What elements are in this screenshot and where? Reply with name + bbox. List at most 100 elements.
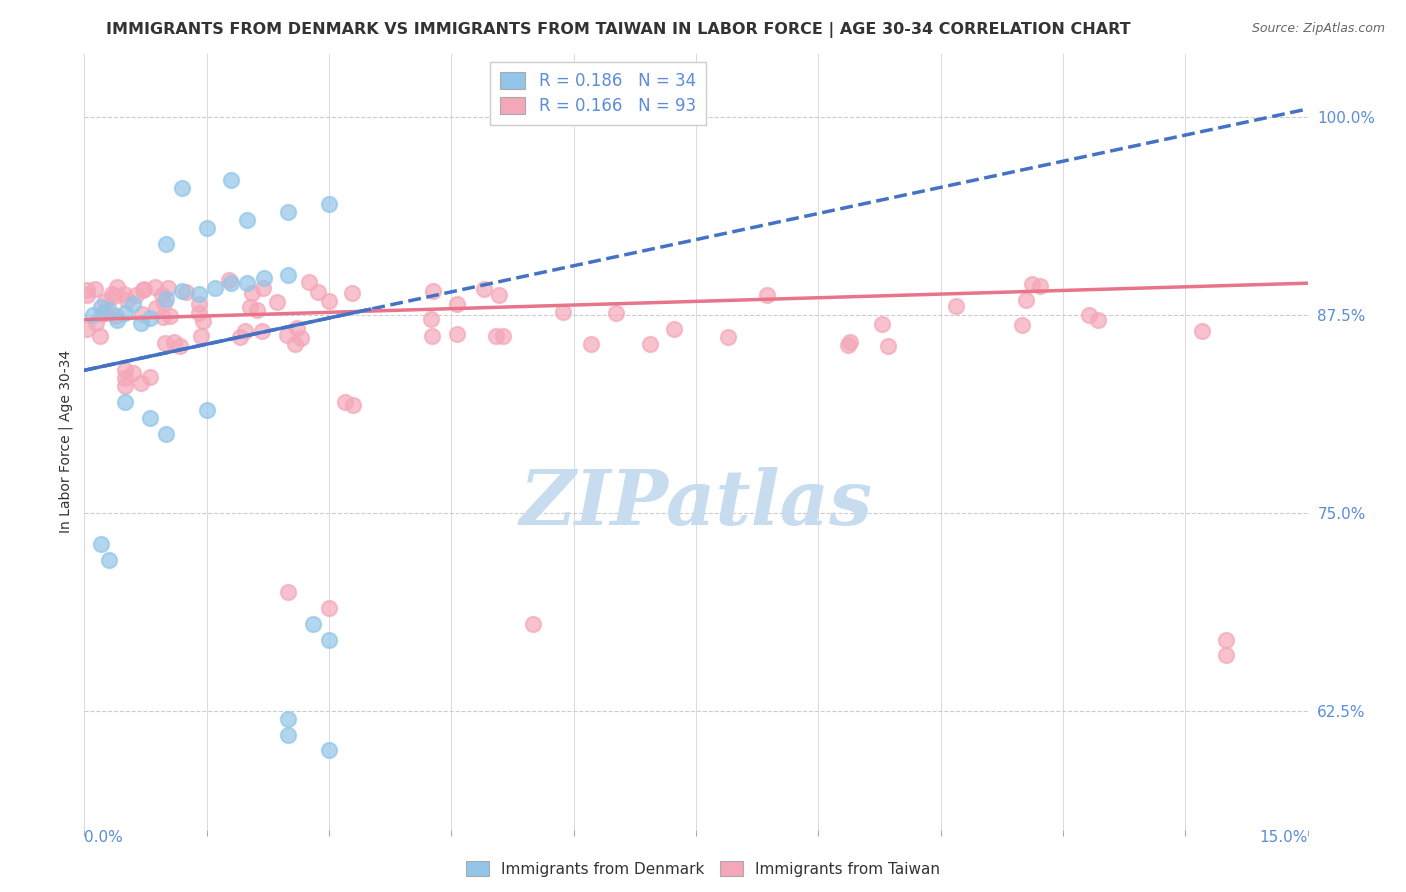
Point: [159, 309, 181, 323]
Point: [131, 316, 153, 330]
Point: [155, 426, 177, 441]
Point: [219, 173, 242, 187]
Point: [90, 537, 112, 551]
Point: [190, 329, 212, 343]
Point: [138, 410, 160, 425]
Point: [420, 328, 443, 343]
Point: [240, 286, 263, 301]
Point: [1015, 293, 1038, 307]
Point: [277, 268, 299, 283]
Point: [112, 287, 135, 301]
Point: [285, 321, 308, 335]
Point: [298, 276, 321, 290]
Point: [84, 316, 107, 330]
Point: [115, 293, 138, 307]
Point: [169, 339, 191, 353]
Point: [301, 616, 323, 631]
Point: [122, 367, 145, 381]
Point: [93, 294, 115, 309]
Point: [284, 337, 307, 351]
Point: [1011, 318, 1033, 333]
Point: [172, 284, 194, 298]
Point: [446, 297, 468, 311]
Point: [96, 302, 118, 317]
Point: [195, 220, 218, 235]
Point: [187, 287, 209, 301]
Point: [1215, 648, 1237, 663]
Point: [446, 326, 468, 341]
Point: [172, 181, 194, 195]
Point: [153, 296, 176, 310]
Point: [239, 301, 262, 315]
Point: [152, 310, 174, 324]
Point: [125, 287, 148, 301]
Point: [1087, 313, 1109, 327]
Point: [138, 311, 160, 326]
Point: [236, 212, 259, 227]
Point: [114, 363, 136, 377]
Point: [839, 335, 862, 350]
Point: [277, 712, 299, 726]
Point: [131, 306, 153, 320]
Point: [114, 371, 136, 385]
Point: [277, 205, 299, 219]
Point: [491, 329, 513, 343]
Point: [236, 276, 259, 290]
Point: [114, 379, 136, 393]
Point: [91, 307, 114, 321]
Text: ZIPatlas: ZIPatlas: [519, 467, 873, 541]
Point: [877, 339, 900, 353]
Point: [229, 330, 252, 344]
Point: [870, 317, 893, 331]
Point: [1077, 308, 1099, 322]
Point: [89, 329, 111, 343]
Point: [318, 293, 340, 308]
Point: [1191, 324, 1213, 338]
Point: [94, 306, 117, 320]
Point: [340, 285, 363, 300]
Point: [188, 297, 211, 311]
Point: [837, 338, 859, 352]
Point: [97, 553, 120, 567]
Point: [176, 285, 198, 300]
Point: [204, 281, 226, 295]
Point: [277, 727, 299, 741]
Point: [488, 288, 510, 302]
Point: [76, 322, 98, 336]
Point: [131, 283, 153, 297]
Point: [522, 616, 544, 631]
Point: [335, 395, 357, 409]
Point: [150, 288, 173, 302]
Point: [132, 282, 155, 296]
Point: [90, 300, 112, 314]
Point: [103, 288, 125, 302]
Point: [253, 271, 276, 285]
Point: [191, 314, 214, 328]
Legend: R = 0.186   N = 34, R = 0.166   N = 93: R = 0.186 N = 34, R = 0.166 N = 93: [491, 62, 706, 125]
Point: [252, 281, 274, 295]
Point: [155, 236, 177, 251]
Point: [143, 280, 166, 294]
Point: [472, 282, 495, 296]
Point: [105, 279, 128, 293]
Point: [195, 402, 218, 417]
Point: [945, 299, 967, 313]
Point: [1029, 279, 1052, 293]
Point: [318, 743, 340, 757]
Point: [82, 308, 104, 322]
Point: [138, 369, 160, 384]
Point: [233, 324, 256, 338]
Point: [290, 331, 312, 345]
Point: [342, 398, 364, 412]
Point: [307, 285, 329, 300]
Point: [76, 288, 98, 302]
Point: [1215, 632, 1237, 647]
Point: [84, 282, 107, 296]
Point: [156, 281, 179, 295]
Point: [485, 329, 508, 343]
Text: IMMIGRANTS FROM DENMARK VS IMMIGRANTS FROM TAIWAN IN LABOR FORCE | AGE 30-34 COR: IMMIGRANTS FROM DENMARK VS IMMIGRANTS FR…: [107, 22, 1130, 38]
Point: [605, 306, 627, 320]
Point: [122, 297, 145, 311]
Point: [114, 306, 136, 320]
Point: [318, 197, 340, 211]
